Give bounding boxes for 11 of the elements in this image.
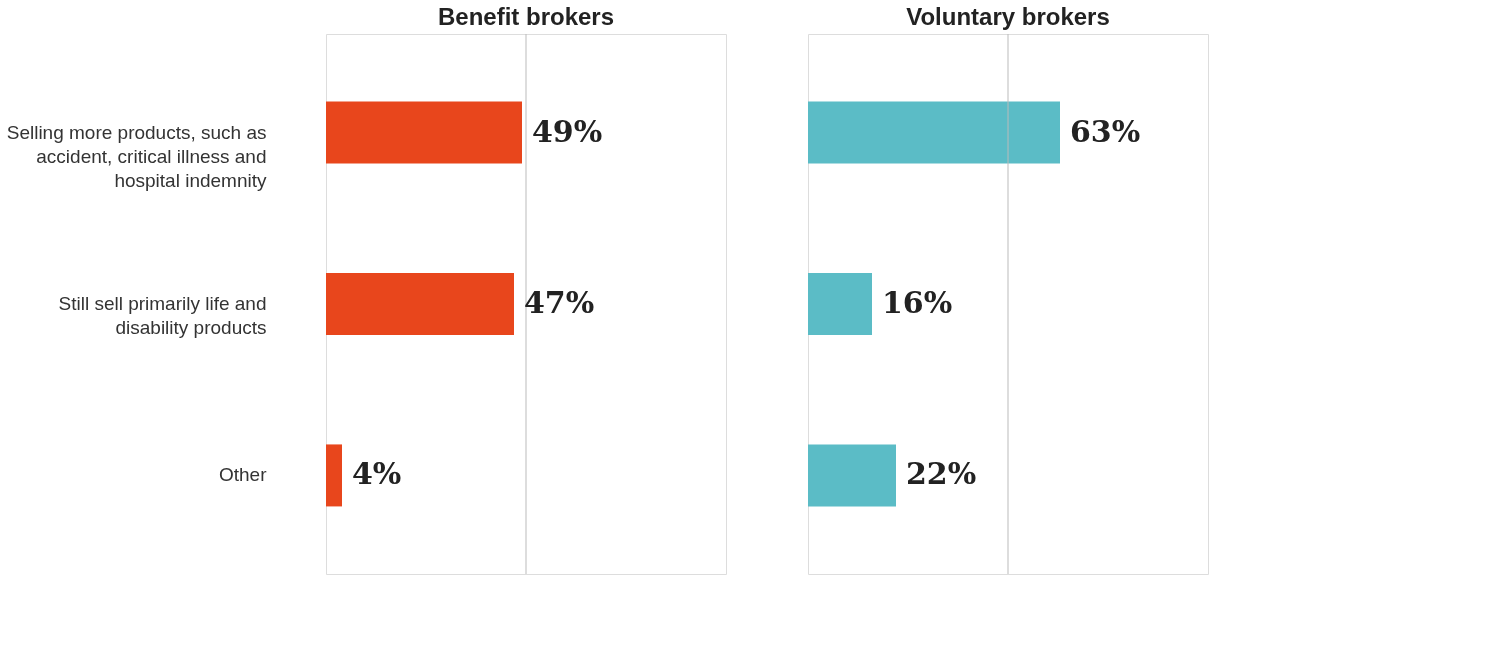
chart-title: Voluntary brokers — [906, 2, 1110, 30]
data-label: 4% — [352, 456, 402, 492]
chart-title: Benefit brokers — [437, 2, 615, 30]
data-label: 22% — [906, 456, 977, 492]
y-tick-label: Other — [218, 464, 268, 486]
data-label: 63% — [1070, 113, 1141, 149]
data-label: 47% — [524, 285, 595, 320]
y-tick-label: Selling more products, such as accident, critical illness and hospital indemnity — [6, 121, 267, 191]
y-tick-label: Still sell primarily life and disability products — [58, 293, 267, 338]
data-label: 16% — [882, 285, 953, 320]
data-label: 49% — [532, 113, 603, 149]
